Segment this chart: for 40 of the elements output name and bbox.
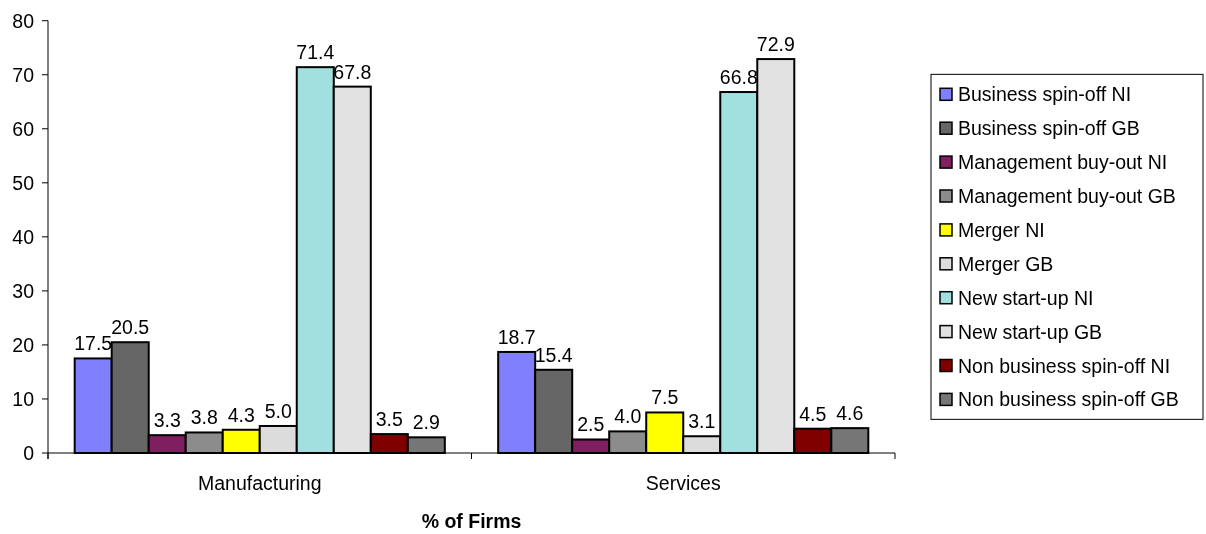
data-label: 3.1	[688, 410, 716, 433]
data-label: 20.5	[111, 316, 150, 339]
legend-label: Business spin-off GB	[958, 117, 1140, 140]
y-tick-label: 60	[12, 117, 35, 140]
data-label: 2.9	[412, 411, 440, 434]
x-axis-title: % of Firms	[421, 510, 522, 532]
data-label: 4.3	[227, 403, 255, 426]
y-tick-label: 30	[12, 279, 35, 302]
data-label: 5.0	[264, 399, 292, 422]
legend-label: Merger GB	[958, 252, 1054, 275]
y-tick-label: 70	[12, 63, 35, 86]
data-label: 7.5	[651, 386, 679, 409]
legend-label: New start-up NI	[958, 286, 1094, 309]
x-tick-label: Manufacturing	[197, 472, 322, 494]
data-label: 3.8	[190, 406, 218, 429]
data-label: 72.9	[756, 33, 795, 56]
data-label: 15.4	[534, 343, 573, 366]
data-label: 17.5	[74, 332, 113, 355]
y-tick-label: 40	[12, 225, 35, 248]
legend-label: Management buy-out NI	[958, 151, 1168, 174]
data-label: 3.3	[153, 409, 181, 432]
y-tick-label: 50	[12, 171, 35, 194]
data-label: 4.5	[799, 402, 827, 425]
data-label: 2.5	[577, 413, 605, 436]
y-tick-label: 80	[12, 9, 35, 32]
data-label: 71.4	[296, 41, 335, 64]
x-tick-label: Services	[645, 472, 721, 494]
data-label: 3.5	[375, 408, 404, 431]
y-tick-label: 20	[12, 333, 35, 356]
data-label: 4.0	[614, 405, 642, 428]
data-label: 4.6	[836, 402, 864, 425]
y-tick-label: 0	[23, 442, 35, 464]
legend-label: Management buy-out GB	[958, 185, 1176, 207]
legend-label: Merger NI	[958, 218, 1045, 241]
legend-label: Non business spin-off GB	[958, 388, 1179, 411]
y-tick-label: 10	[12, 387, 35, 410]
legend-label: Business spin-off NI	[958, 83, 1132, 106]
legend-label: New start-up GB	[958, 320, 1103, 343]
data-label: 18.7	[497, 325, 536, 348]
legend-label: Non business spin-off NI	[958, 354, 1171, 377]
